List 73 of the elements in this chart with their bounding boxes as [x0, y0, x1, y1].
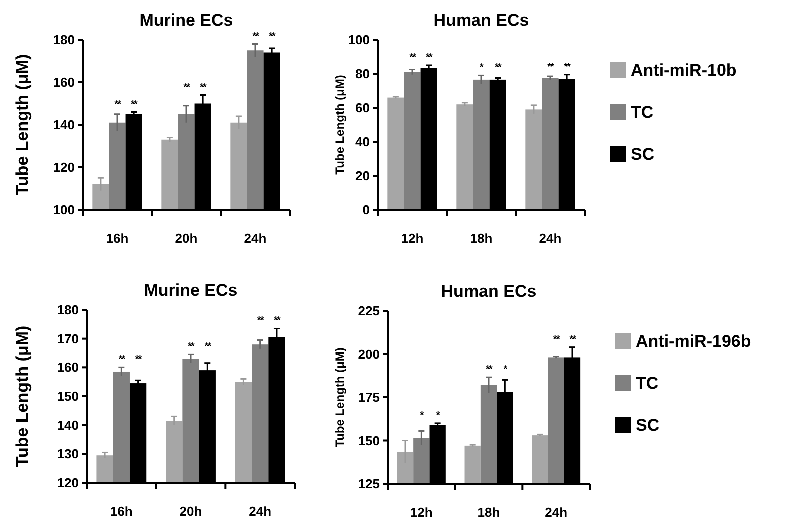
- chart-title: Human ECs: [441, 282, 537, 301]
- x-tick-label: 12h: [401, 231, 424, 246]
- data-label: **: [410, 52, 416, 64]
- y-tick-label: 125: [358, 476, 380, 492]
- y-tick-label: 160: [53, 75, 75, 90]
- legend-label: Anti-miR-196b: [636, 332, 752, 351]
- chart-title: Murine ECs: [144, 281, 238, 300]
- x-tick-label: 16h: [110, 504, 133, 519]
- x-tick-label: 20h: [175, 231, 198, 246]
- x-tick-label: 24h: [244, 231, 267, 246]
- y-tick-label: 100: [53, 202, 75, 218]
- data-label: *: [480, 62, 484, 74]
- data-label: **: [553, 334, 560, 346]
- data-label: **: [548, 62, 554, 73]
- y-axis-title: Tube Length (μM): [333, 348, 347, 448]
- y-tick-label: 20: [356, 168, 370, 184]
- x-tick-label: 16h: [106, 231, 129, 246]
- data-label: **: [269, 31, 276, 42]
- y-tick-label: 180: [57, 302, 79, 318]
- data-label: **: [274, 316, 281, 327]
- y-tick-label: 180: [53, 32, 75, 48]
- data-label: **: [131, 99, 138, 110]
- y-tick-label: 200: [358, 346, 380, 362]
- y-tick-label: 170: [57, 331, 79, 346]
- y-tick-label: 140: [57, 418, 79, 433]
- y-axis-title: Tube Length (μM): [13, 326, 32, 468]
- legend-label: Anti-miR-10b: [631, 60, 737, 80]
- legend-label: SC: [631, 144, 655, 164]
- y-tick-label: 120: [57, 476, 79, 491]
- data-label: **: [135, 354, 142, 366]
- y-tick-label: 175: [358, 390, 380, 406]
- x-tick-label: 18h: [470, 231, 493, 246]
- y-tick-label: 60: [356, 100, 370, 116]
- y-tick-label: 160: [57, 360, 79, 376]
- y-tick-label: 225: [358, 304, 380, 319]
- y-tick-label: 130: [57, 446, 79, 462]
- chart-title: Human ECs: [434, 11, 530, 30]
- data-label: **: [184, 82, 190, 94]
- y-tick-label: 140: [53, 118, 75, 133]
- x-tick-label: 24h: [539, 231, 562, 246]
- data-label: *: [420, 410, 424, 422]
- data-label: *: [436, 410, 440, 422]
- y-tick-label: 150: [57, 389, 79, 404]
- data-label: **: [252, 31, 260, 42]
- data-label: *: [504, 364, 508, 376]
- data-label: **: [257, 316, 264, 327]
- x-tick-label: 18h: [478, 505, 500, 520]
- legend-label: SC: [636, 416, 660, 435]
- y-tick-label: 100: [348, 32, 370, 48]
- y-axis-title: Tube Length (μM): [333, 75, 347, 175]
- data-label: **: [114, 99, 122, 110]
- y-tick-label: 40: [356, 134, 370, 150]
- y-axis-title: Tube Length (μM): [13, 54, 32, 196]
- legend-label: TC: [636, 374, 659, 393]
- data-label: **: [495, 62, 502, 74]
- chart-title: Murine ECs: [140, 11, 234, 30]
- data-label: **: [486, 364, 493, 376]
- data-label: **: [118, 354, 126, 366]
- x-tick-label: 24h: [545, 505, 568, 520]
- legend-label: TC: [631, 102, 654, 122]
- data-label: **: [200, 82, 208, 94]
- data-label: **: [570, 334, 576, 346]
- y-tick-label: 150: [358, 433, 380, 448]
- x-tick-label: 24h: [249, 504, 272, 519]
- x-tick-label: 20h: [180, 504, 202, 519]
- y-tick-label: 120: [53, 160, 75, 176]
- data-label: **: [204, 342, 212, 353]
- data-label: **: [188, 342, 195, 353]
- data-label: **: [564, 62, 572, 73]
- x-tick-label: 12h: [410, 505, 433, 520]
- y-tick-label: 80: [356, 66, 370, 82]
- y-tick-label: 0: [362, 202, 370, 218]
- data-label: **: [426, 52, 434, 64]
